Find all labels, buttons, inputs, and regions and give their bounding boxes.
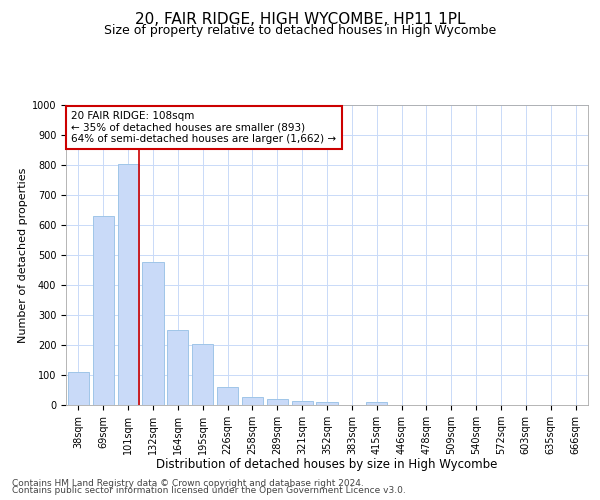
Bar	[242, 397, 263, 405]
Bar	[316, 402, 338, 405]
Text: Contains public sector information licensed under the Open Government Licence v3: Contains public sector information licen…	[12, 486, 406, 495]
Y-axis label: Number of detached properties: Number of detached properties	[17, 168, 28, 342]
Bar	[68, 372, 89, 405]
X-axis label: Distribution of detached houses by size in High Wycombe: Distribution of detached houses by size …	[157, 458, 497, 471]
Bar	[292, 400, 313, 405]
Text: 20 FAIR RIDGE: 108sqm
← 35% of detached houses are smaller (893)
64% of semi-det: 20 FAIR RIDGE: 108sqm ← 35% of detached …	[71, 111, 337, 144]
Bar	[217, 387, 238, 405]
Bar	[192, 344, 213, 405]
Bar	[267, 399, 288, 405]
Text: Size of property relative to detached houses in High Wycombe: Size of property relative to detached ho…	[104, 24, 496, 37]
Text: 20, FAIR RIDGE, HIGH WYCOMBE, HP11 1PL: 20, FAIR RIDGE, HIGH WYCOMBE, HP11 1PL	[135, 12, 465, 28]
Bar	[167, 330, 188, 405]
Bar	[93, 216, 114, 405]
Bar	[366, 402, 387, 405]
Bar	[142, 262, 164, 405]
Text: Contains HM Land Registry data © Crown copyright and database right 2024.: Contains HM Land Registry data © Crown c…	[12, 478, 364, 488]
Bar	[118, 164, 139, 405]
